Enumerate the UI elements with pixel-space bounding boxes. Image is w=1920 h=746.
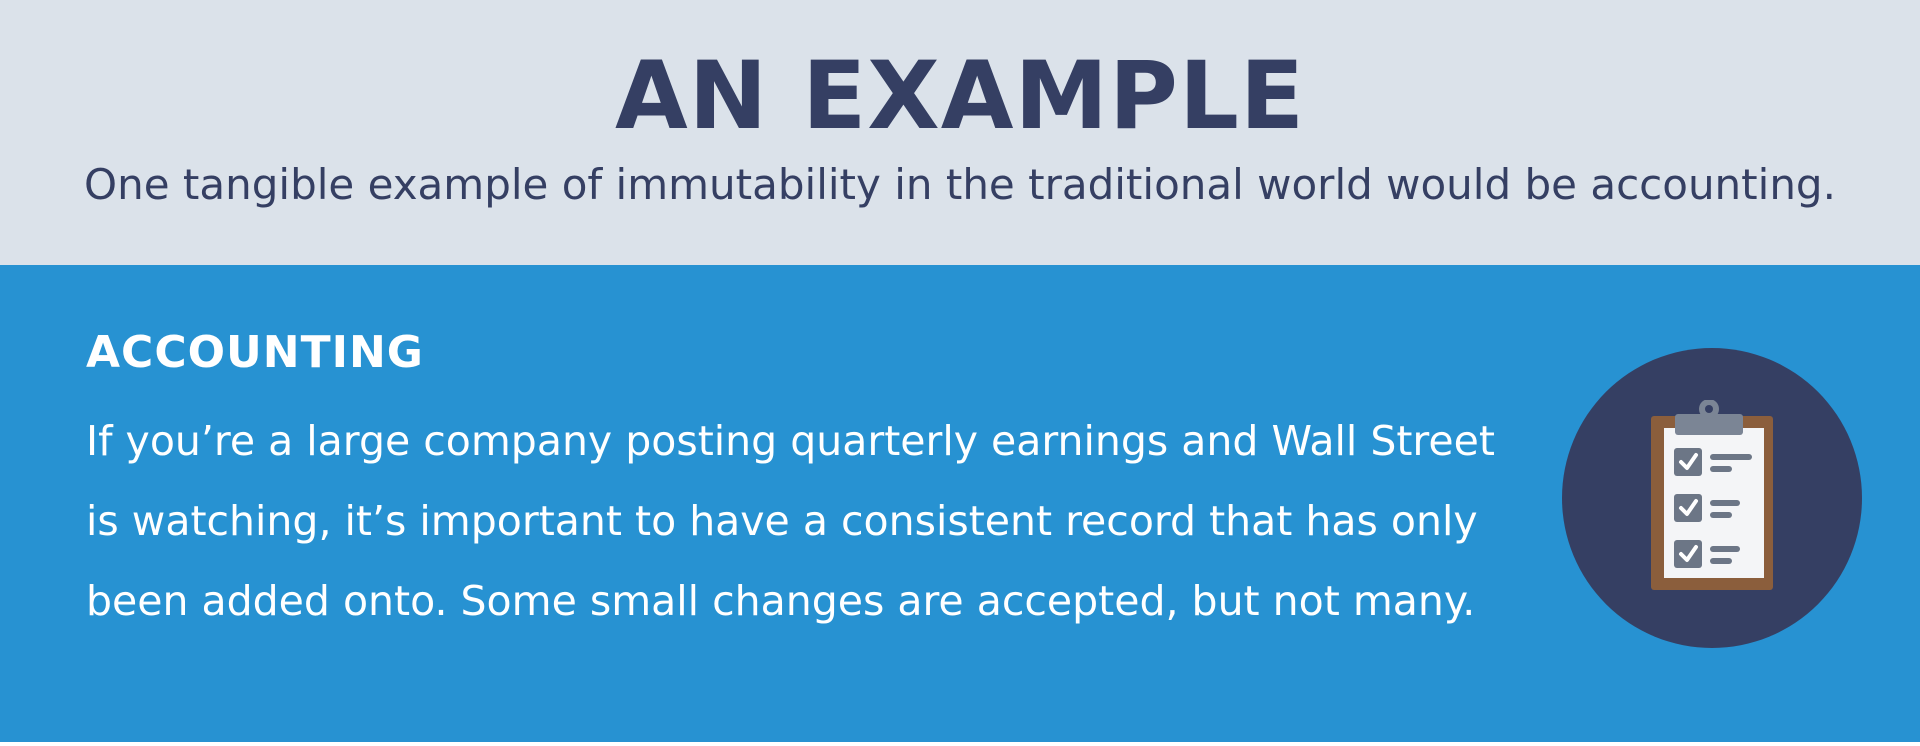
content-band: ACCOUNTING If you’re a large company pos…: [0, 265, 1920, 746]
icon-badge: [1562, 348, 1862, 648]
section-body-text: If you’re a large company posting quarte…: [86, 417, 1495, 625]
page-title: AN EXAMPLE: [614, 42, 1306, 151]
footer-strip: [0, 742, 1920, 746]
clipboard-checklist-icon: [1651, 400, 1773, 590]
page-subtitle: One tangible example of immutability in …: [84, 160, 1836, 209]
header-band: AN EXAMPLE One tangible example of immut…: [0, 0, 1920, 265]
section-heading: ACCOUNTING: [86, 327, 424, 378]
